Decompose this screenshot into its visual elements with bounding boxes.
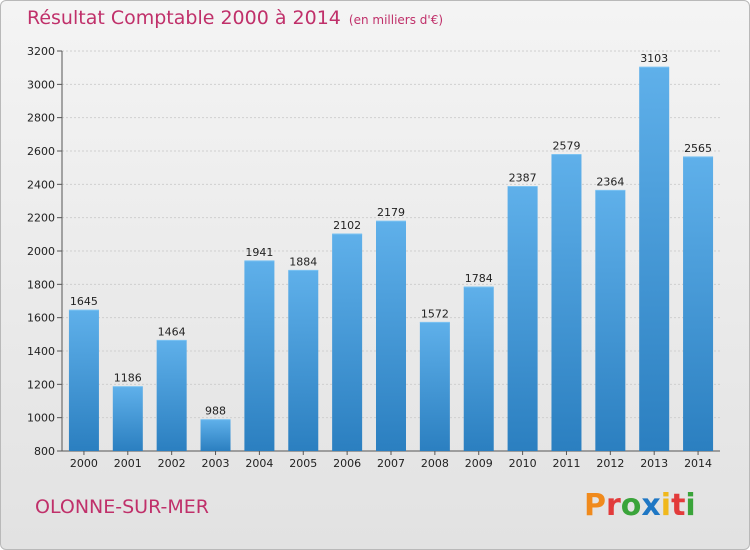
x-tick-label: 2005 <box>289 457 317 470</box>
bar <box>551 154 582 451</box>
bar <box>244 260 275 451</box>
x-tick-label: 2006 <box>333 457 361 470</box>
data-label: 2102 <box>333 219 361 232</box>
y-tick-label: 1800 <box>27 278 55 291</box>
x-tick-label: 2000 <box>70 457 98 470</box>
x-tick-label: 2011 <box>552 457 580 470</box>
bar <box>507 186 538 451</box>
data-label: 3103 <box>640 52 668 65</box>
logo-letter: t <box>671 488 686 523</box>
bar <box>332 234 363 451</box>
bar <box>683 156 714 452</box>
x-tick-label: 2003 <box>202 457 230 470</box>
bar <box>156 340 187 451</box>
x-tick-label: 2010 <box>509 457 537 470</box>
bar <box>595 190 626 452</box>
logo-letter: x <box>641 488 661 523</box>
data-label: 2364 <box>596 175 624 188</box>
chart-title-text: Résultat Comptable 2000 à 2014 <box>27 7 341 29</box>
y-tick-label: 2200 <box>27 212 55 225</box>
data-label: 988 <box>205 405 226 418</box>
commune-name: OLONNE-SUR-MER <box>35 496 209 518</box>
x-tick-label: 2008 <box>421 457 449 470</box>
bar <box>288 270 319 451</box>
y-tick-label: 1000 <box>27 412 55 425</box>
y-tick-label: 2800 <box>27 112 55 125</box>
x-tick-label: 2001 <box>114 457 142 470</box>
x-tick-label: 2007 <box>377 457 405 470</box>
y-tick-label: 1600 <box>27 312 55 325</box>
data-label: 1884 <box>289 255 317 268</box>
y-tick-label: 2400 <box>27 178 55 191</box>
x-tick-label: 2014 <box>684 457 712 470</box>
x-tick-label: 2004 <box>245 457 273 470</box>
logo-letter: i <box>685 488 696 523</box>
bar <box>68 310 99 451</box>
bar <box>112 386 143 451</box>
proxiti-logo: Proxiti <box>584 488 696 523</box>
x-tick-label: 2012 <box>596 457 624 470</box>
y-tick-label: 3200 <box>27 45 55 58</box>
data-label: 1941 <box>245 246 273 259</box>
data-label: 1464 <box>158 325 186 338</box>
bars <box>68 66 714 452</box>
data-label: 1186 <box>114 372 142 385</box>
logo-letter: o <box>620 488 642 523</box>
logo-letter: P <box>584 488 606 523</box>
bar <box>200 419 231 451</box>
y-tick-label: 2600 <box>27 145 55 158</box>
chart-subtitle: (en milliers d'€) <box>348 13 444 27</box>
y-tick-label: 1400 <box>27 345 55 358</box>
data-label: 1784 <box>465 272 493 285</box>
y-tick-label: 3000 <box>27 78 55 91</box>
x-tick-label: 2013 <box>640 457 668 470</box>
logo-letter: i <box>660 488 672 523</box>
y-tick-label: 2000 <box>27 245 55 258</box>
data-label: 2179 <box>377 206 405 219</box>
labels: 800 1000 1200 1400 1600 1800 2000 2200 2400 2600 2… <box>27 45 712 470</box>
bar <box>419 322 450 451</box>
y-tick-label: 1200 <box>27 378 55 391</box>
chart-title: Résultat Comptable 2000 à 2014 (en millie… <box>27 7 443 29</box>
data-label: 2565 <box>684 142 712 155</box>
bar <box>463 287 494 451</box>
bar <box>639 67 670 452</box>
bar <box>376 221 406 451</box>
logo-letter: r <box>606 488 621 523</box>
data-label: 1572 <box>421 307 449 320</box>
data-label: 1645 <box>70 295 98 308</box>
x-tick-label: 2002 <box>158 457 186 470</box>
y-tick-label: 800 <box>34 445 55 458</box>
data-label: 2579 <box>552 140 580 153</box>
x-tick-label: 2009 <box>465 457 493 470</box>
data-label: 2387 <box>509 172 537 185</box>
